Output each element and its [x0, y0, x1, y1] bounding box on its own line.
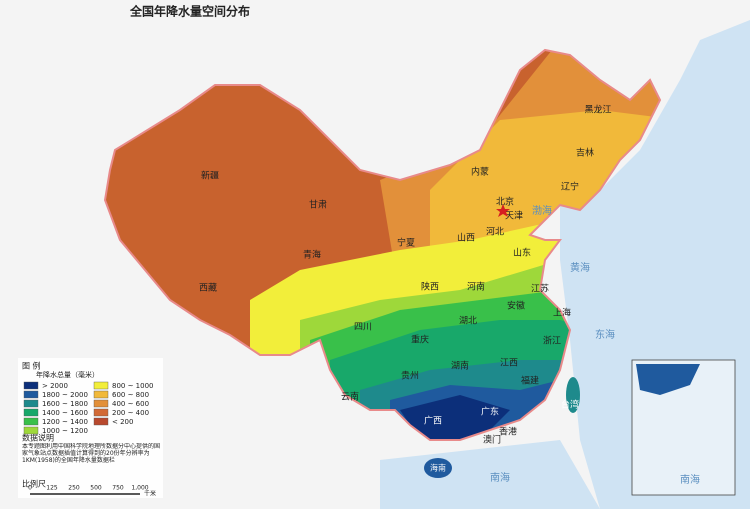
province-label: 四川 — [354, 323, 372, 333]
province-label: 福建 — [521, 375, 539, 387]
province-label: 安徽 — [507, 300, 525, 312]
sea-label: 南海 — [680, 473, 700, 486]
inset-land — [636, 364, 700, 395]
legend-label: 1800 ~ 2000 — [42, 391, 88, 399]
legend-subtitle: 年降水总量（毫米） — [36, 370, 99, 379]
province-label: 辽宁 — [561, 181, 579, 193]
province-label: 甘肃 — [309, 199, 327, 211]
legend-label: 1600 ~ 1800 — [42, 400, 88, 408]
scale-tick-label: 250 — [68, 485, 80, 492]
taiwan-island — [566, 377, 580, 413]
province-label: 广西 — [424, 415, 442, 427]
legend-label: 1200 ~ 1400 — [42, 418, 88, 426]
province-label: 天津 — [505, 211, 523, 222]
province-label: 宁夏 — [397, 237, 415, 249]
legend-swatch — [23, 426, 39, 435]
province-label: 江苏 — [531, 283, 549, 295]
legend: 图 例 年降水总量（毫米） 数据说明 本专题图利用中国科学院地理所数据分中心提供… — [18, 358, 163, 498]
province-label: 江西 — [500, 358, 518, 369]
sea-label: 南海 — [490, 471, 510, 484]
province-label: 黑龙江 — [584, 104, 611, 116]
legend-swatch — [93, 417, 109, 426]
legend-swatch — [93, 381, 109, 390]
scale-title: 比例尺 — [22, 479, 46, 489]
legend-swatch — [23, 390, 39, 399]
province-label: 海南 — [430, 463, 446, 473]
legend-swatch — [23, 381, 39, 390]
sea-area — [380, 440, 600, 509]
legend-swatch — [23, 417, 39, 426]
legend-label: 200 ~ 400 — [112, 409, 149, 417]
note: 本专题图利用中国科学院地理所数据分中心提供的国家气象站点数据插值计算得到的20份… — [22, 443, 161, 464]
province-label: 澳门 — [483, 434, 501, 446]
province-label: 浙江 — [543, 335, 561, 347]
province-label: 山东 — [513, 247, 531, 259]
title: 全国年降水量空间分布 — [129, 4, 250, 19]
legend-swatch — [23, 408, 39, 417]
scale-tick-label: 500 — [90, 485, 102, 492]
scale-tick-label: 0 — [28, 485, 32, 492]
province-label: 台湾 — [561, 399, 579, 411]
scale-tick-label: 125 — [46, 485, 58, 492]
province-label: 西藏 — [199, 282, 217, 294]
province-label: 新疆 — [201, 170, 219, 182]
province-label: 贵州 — [401, 370, 419, 382]
legend-label: 1400 ~ 1600 — [42, 409, 88, 417]
province-label: 上海 — [553, 307, 571, 319]
province-label: 香港 — [499, 426, 517, 438]
legend-box — [18, 358, 163, 498]
note-text: 本专题图利用中国科学院地理所数据分中心提供的国家气象站点数据插值计算得到的20份… — [22, 443, 161, 464]
legend-label: 1000 ~ 1200 — [42, 427, 88, 435]
province-label: 吉林 — [576, 147, 594, 159]
legend-swatch — [23, 399, 39, 408]
province-label: 湖南 — [451, 360, 469, 372]
sea-label: 黄海 — [570, 261, 590, 274]
legend-label: 600 ~ 800 — [112, 391, 149, 399]
legend-label: 400 ~ 600 — [112, 400, 149, 408]
note-title: 数据说明 — [22, 433, 54, 443]
province-label: 河南 — [467, 281, 485, 293]
legend-swatch — [93, 399, 109, 408]
capital-star — [496, 204, 510, 217]
province-label: 北京 — [496, 196, 514, 208]
sea-label: 东海 — [595, 328, 615, 341]
scale-unit: 千米 — [144, 490, 156, 498]
scale-tick-label: 1,000 — [131, 485, 148, 492]
legend-swatch — [93, 390, 109, 399]
province-label: 湖北 — [459, 316, 477, 327]
sea-label: 渤海 — [532, 204, 552, 217]
legend-label: < 200 — [112, 418, 133, 426]
legend-title: 图 例 — [22, 361, 41, 371]
legend-label: > 2000 — [42, 382, 68, 390]
hainan-island — [424, 458, 452, 478]
province-label: 河北 — [486, 226, 504, 238]
province-label: 陕西 — [421, 281, 439, 293]
legend-label: 800 ~ 1000 — [112, 382, 154, 390]
province-label: 山西 — [457, 233, 475, 244]
province-label: 重庆 — [411, 334, 429, 346]
province-label: 云南 — [341, 391, 359, 403]
scale-tick-label: 750 — [112, 485, 124, 492]
province-label: 广东 — [481, 406, 499, 418]
province-label: 内蒙 — [471, 166, 489, 178]
province-labels: 新疆 甘肃 青海 西藏 内蒙 黑龙江 吉林 辽宁 北京 天津 河北 山西 宁夏 … — [199, 104, 612, 473]
legend-swatch — [93, 408, 109, 417]
province-label: 青海 — [303, 249, 321, 261]
